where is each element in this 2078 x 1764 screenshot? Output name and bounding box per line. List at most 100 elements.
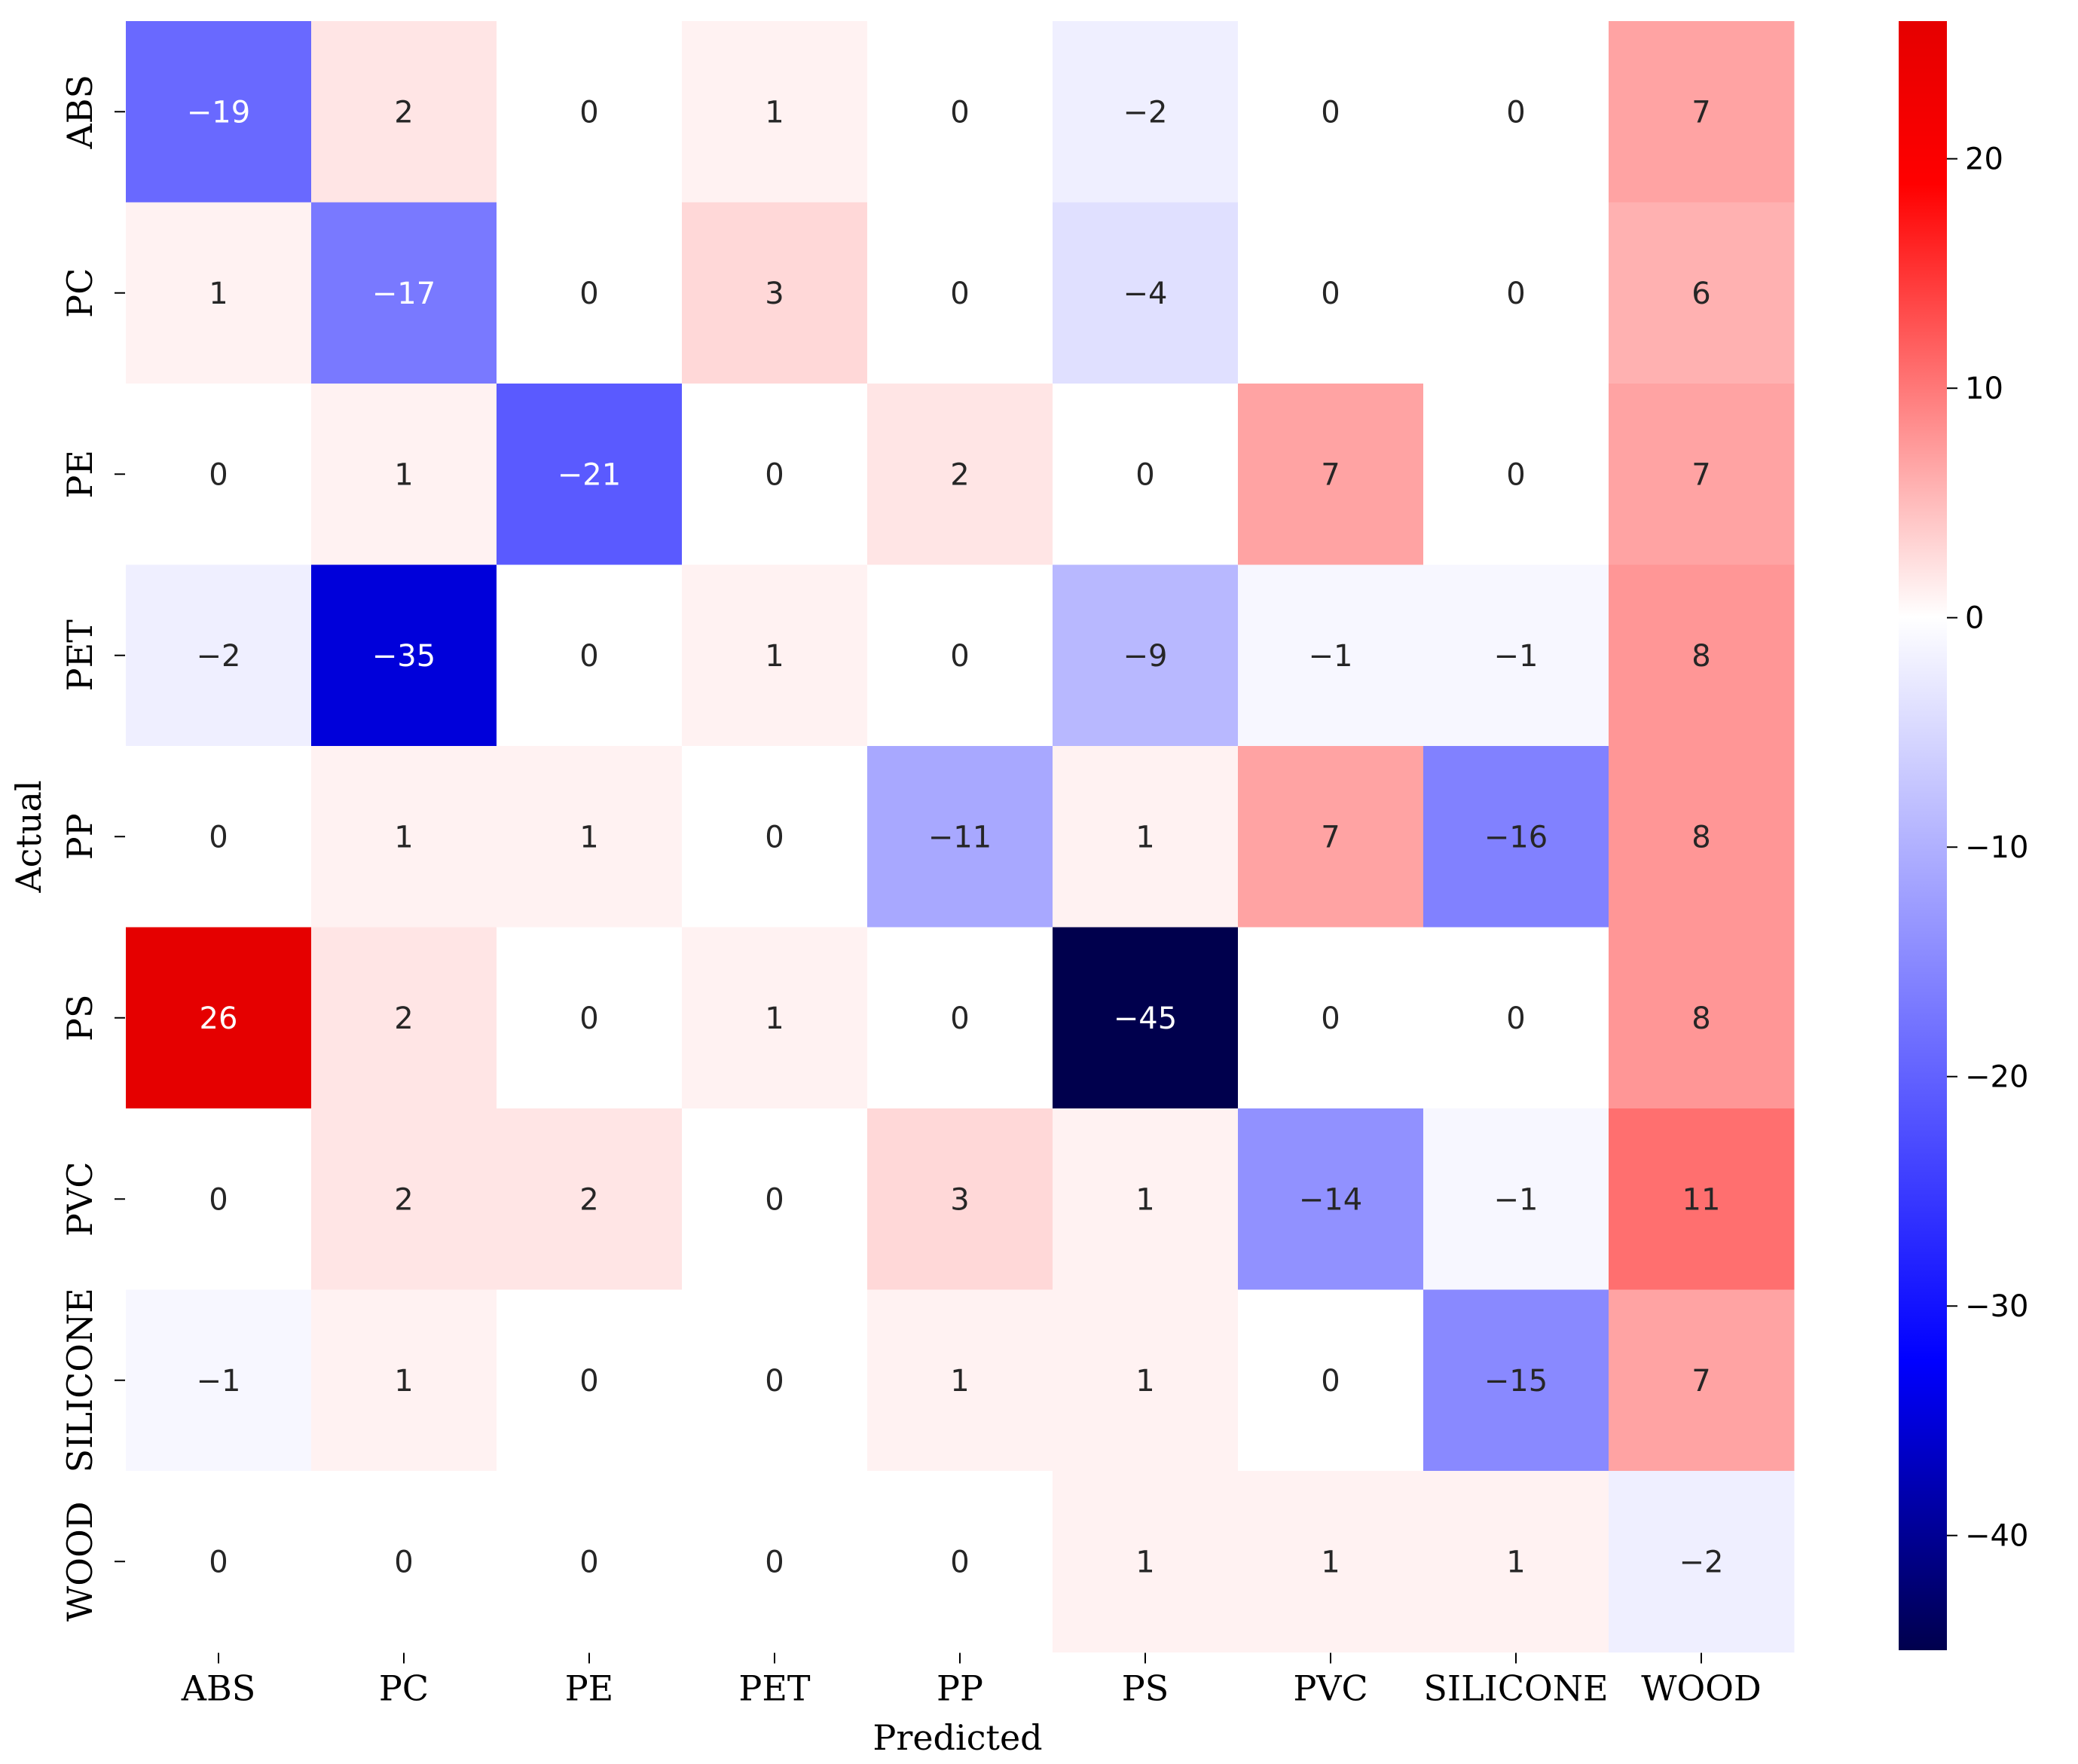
colorbar-tick-label: −40: [1965, 1519, 2028, 1554]
x-axis-title: Predicted: [872, 1717, 1042, 1758]
heatmap-cell: [1238, 202, 1424, 384]
cell-value-label: 0: [579, 1545, 598, 1579]
y-tick-label: WOOD: [60, 1501, 100, 1622]
heatmap-cell: [311, 202, 497, 384]
heatmap-cell: [1609, 1471, 1795, 1652]
cell-value-label: 0: [209, 1545, 228, 1579]
cell-value-label: 0: [950, 95, 969, 130]
x-tick-label: PVC: [1293, 1668, 1368, 1709]
colorbar-ticks: 20 10 0 −10 −20 −30 −40: [1947, 142, 2028, 1554]
cell-value-label: −1: [1309, 639, 1353, 674]
heatmap-cell: [497, 384, 683, 565]
cell-value-label: 1: [579, 820, 598, 854]
heatmap-cell: [867, 564, 1053, 747]
heatmap-cell: [1423, 202, 1609, 384]
cell-value-label: 3: [765, 277, 784, 311]
heatmap-cell: [1238, 746, 1424, 928]
cell-value-label: 1: [209, 277, 228, 311]
cell-value-label: 0: [950, 639, 969, 674]
cell-value-label: 0: [579, 1001, 598, 1036]
heatmap-cell: [1053, 384, 1239, 565]
colorbar-tick-label: −30: [1965, 1289, 2028, 1324]
y-tick-label: PS: [60, 995, 100, 1041]
x-tick-label: PC: [379, 1668, 429, 1709]
cell-value-label: 0: [950, 277, 969, 311]
heatmap-cell: [1423, 1108, 1609, 1290]
heatmap-cell: [126, 1108, 312, 1290]
cell-value-label: 0: [579, 95, 598, 130]
cell-value-label: −19: [187, 95, 250, 130]
cell-value-label: 0: [1506, 95, 1525, 130]
cell-value-label: 0: [579, 277, 598, 311]
cell-value-label: 7: [1691, 457, 1710, 492]
cell-value-label: −9: [1123, 639, 1168, 674]
cell-value-label: −15: [1484, 1364, 1548, 1399]
heatmap-cell: [1238, 1108, 1424, 1290]
heatmap-cell: [1423, 21, 1609, 203]
heatmap-cell: [682, 746, 868, 928]
cell-value-label: 0: [765, 820, 784, 854]
heatmap-cell: [497, 202, 683, 384]
y-tick-label: PE: [60, 450, 100, 499]
cell-value-label: 0: [950, 1001, 969, 1036]
heatmap-cell: [311, 746, 497, 928]
cell-value-label: 6: [1691, 277, 1710, 311]
cell-value-label: 0: [1321, 277, 1340, 311]
cell-value-label: 0: [1506, 457, 1525, 492]
heatmap-cell: [1238, 1289, 1424, 1472]
cell-value-label: 0: [1321, 1001, 1340, 1036]
cell-value-label: −21: [558, 457, 621, 492]
y-axis-title: Actual: [8, 780, 49, 893]
heatmap-cell: [126, 927, 312, 1109]
cell-value-label: 0: [1506, 277, 1525, 311]
heatmap-cell: [1053, 1289, 1239, 1472]
heatmap-cell: [1609, 202, 1795, 384]
y-tick-label: PC: [60, 268, 100, 318]
heatmap-cell: [1609, 21, 1795, 203]
heatmap-cell: [126, 746, 312, 928]
heatmap-cell: [126, 1471, 312, 1652]
heatmap-cell: [497, 1108, 683, 1290]
x-axis: ABS PC PE PET PP PS PVC SILICONE WOOD: [181, 1652, 1762, 1709]
heatmap-cell: [682, 927, 868, 1109]
cell-value-label: 7: [1691, 1364, 1710, 1399]
cell-value-label: −2: [1679, 1545, 1724, 1579]
cell-value-label: −35: [372, 639, 435, 674]
heatmap-cell: [1609, 564, 1795, 747]
y-tick-label: PET: [60, 619, 100, 692]
heatmap-cell: [1053, 564, 1239, 747]
cell-value-label: 0: [1321, 1364, 1340, 1399]
colorbar-tick-label: 10: [1965, 371, 2003, 406]
heatmap-cell: [1053, 202, 1239, 384]
colorbar: 20 10 0 −10 −20 −30 −40: [1899, 21, 2028, 1650]
heatmap-cells: −19 2 0 1 0 −2 0 0 71 −17 0 3 0 −4 0 0 60 1 −21 0 2 0 7 0 7−2 −35…: [126, 21, 1795, 1652]
cell-value-label: −2: [197, 639, 241, 674]
cell-value-label: 8: [1691, 639, 1710, 674]
cell-value-label: 1: [394, 1364, 413, 1399]
cell-value-label: 1: [765, 95, 784, 130]
heatmap-cell: [682, 564, 868, 747]
heatmap-cell: [311, 1289, 497, 1472]
cell-value-label: 0: [1135, 457, 1154, 492]
cell-value-label: 0: [579, 639, 598, 674]
heatmap-cell: [1238, 564, 1424, 747]
heatmap-cell: [682, 202, 868, 384]
x-tick-label: WOOD: [1641, 1668, 1762, 1709]
heatmap-cell: [1423, 564, 1609, 747]
cell-value-label: 1: [1135, 1545, 1154, 1579]
heatmap-cell: [682, 21, 868, 203]
cell-value-label: 7: [1691, 95, 1710, 130]
heatmap-cell: [1609, 1289, 1795, 1472]
cell-value-label: 2: [394, 1001, 413, 1036]
heatmap-cell: [682, 384, 868, 565]
cell-value-label: 2: [394, 95, 413, 130]
heatmap-cell: [1423, 746, 1609, 928]
cell-value-label: 1: [394, 820, 413, 854]
cell-value-label: 11: [1682, 1182, 1721, 1217]
cell-value-label: 2: [579, 1182, 598, 1217]
cell-value-label: 0: [765, 1545, 784, 1579]
cell-value-label: 1: [1135, 1364, 1154, 1399]
heatmap-cell: [126, 564, 312, 747]
x-tick-label: SILICONE: [1423, 1668, 1608, 1709]
